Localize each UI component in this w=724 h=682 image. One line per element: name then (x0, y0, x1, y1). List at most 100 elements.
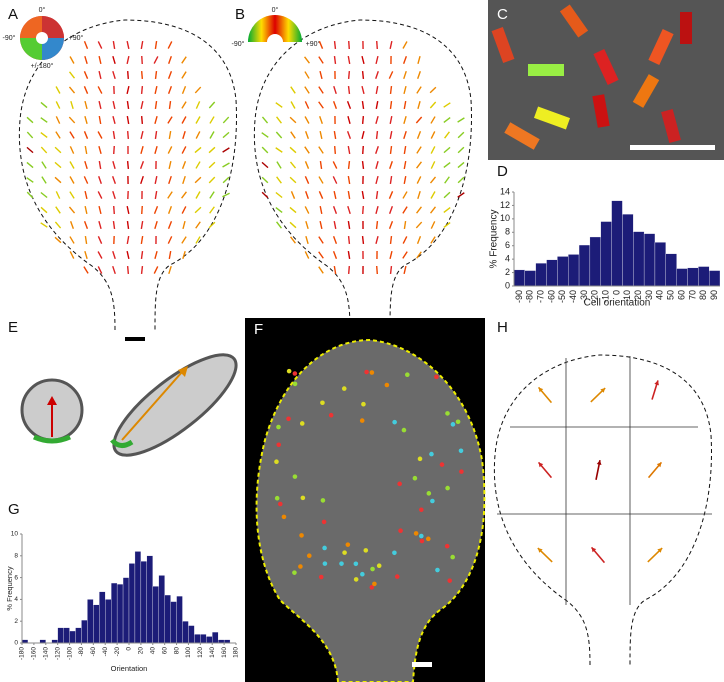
bar (63, 627, 70, 644)
cell-marker (394, 574, 400, 579)
x-tick-label: -30 (579, 290, 589, 303)
orientation-line (415, 116, 423, 124)
bar (176, 595, 183, 644)
cell-marker (426, 491, 432, 496)
orientation-arrow (194, 176, 202, 184)
orientation-arrow (168, 160, 172, 170)
bar (524, 270, 536, 287)
cell-marker (401, 427, 407, 433)
orientation-arrow (208, 161, 216, 169)
orientation-arrow (154, 115, 158, 125)
cell-marker (398, 528, 403, 534)
orientation-line (333, 145, 337, 155)
orientation-arrow (167, 146, 173, 154)
orientation-line (430, 236, 436, 244)
y-axis-label: % Frequency (489, 210, 500, 269)
orientation-arrow (112, 130, 116, 140)
orientation-arrow (126, 40, 130, 50)
bar (212, 631, 219, 644)
orientation-line (276, 221, 282, 229)
orientation-arrow (168, 100, 172, 110)
orientation-arrow (140, 115, 144, 125)
panel-label: C (497, 6, 508, 23)
orientation-line (375, 130, 379, 140)
y-tick-label: 6 (14, 574, 18, 581)
orientation-arrow (181, 161, 187, 169)
orientation-arrow (209, 206, 215, 214)
x-tick-label: 30 (644, 290, 654, 300)
orientation-line (304, 116, 310, 124)
orientation-line (361, 55, 365, 65)
orientation-line (389, 85, 393, 95)
cell-marker (384, 382, 390, 388)
orientation-arrow (140, 235, 144, 245)
orientation-line (319, 220, 323, 230)
bar (698, 266, 710, 287)
panel-label: B (235, 6, 245, 23)
cell-marker (292, 381, 298, 387)
cell-marker (376, 563, 382, 569)
orientation-arrow (154, 130, 158, 140)
x-tick-label: -120 (54, 647, 61, 660)
orientation-arrow (181, 146, 187, 154)
leaf-image (255, 338, 486, 682)
orientation-line (333, 85, 337, 95)
x-tick-label: -100 (66, 647, 73, 660)
orientation-line (347, 265, 351, 275)
orientation-line (416, 86, 422, 94)
cell-marker (392, 419, 397, 425)
orientation-line (361, 100, 365, 110)
orientation-line (430, 146, 436, 154)
cell-marker (328, 412, 334, 418)
cell-marker (353, 577, 359, 582)
orientation-arrow (140, 250, 144, 260)
orientation-line (304, 101, 310, 109)
orientation-arrow (126, 130, 130, 140)
orientation-arrow (84, 160, 88, 170)
bar (194, 634, 201, 644)
orientation-line (417, 55, 421, 65)
cell-marker (361, 401, 366, 407)
orientation-line (261, 146, 269, 154)
orientation-line (318, 56, 324, 64)
x-tick-label: 80 (173, 647, 180, 655)
cell-marker (363, 548, 369, 553)
orientation-arrow (182, 250, 186, 260)
y-tick-label: 0 (14, 640, 18, 647)
bar (687, 267, 699, 287)
orientation-line (375, 70, 379, 80)
orientation-arrow (69, 221, 75, 229)
orientation-arrow (141, 55, 143, 65)
orientation-line (289, 206, 297, 214)
cell-marker (397, 481, 402, 487)
orientation-line (443, 102, 451, 108)
cell-marker (306, 553, 312, 559)
orientation-arrow (98, 220, 102, 230)
x-tick-label: -20 (114, 647, 121, 657)
cell-marker (321, 519, 327, 525)
orientation-arrow (97, 131, 103, 139)
orientation-arrow (208, 146, 216, 154)
orientation-line (375, 115, 379, 125)
x-tick-label: -40 (102, 647, 109, 657)
orientation-arrow (111, 175, 117, 185)
orientation-line (388, 206, 394, 214)
orientation-arrow (41, 176, 47, 184)
orientation-arrow (26, 146, 34, 154)
orientation-arrow (69, 146, 75, 154)
orientation-line (318, 146, 324, 154)
orientation-line (289, 146, 297, 154)
y-tick-label: 2 (14, 618, 18, 625)
orientation-arrow (140, 85, 144, 95)
orientation-arrow (182, 220, 186, 230)
orientation-arrow (194, 86, 202, 94)
x-tick-label: -180 (19, 647, 26, 660)
y-axis-label: % Frequency (5, 566, 14, 610)
orientation-arrow (54, 176, 62, 184)
orientation-line (319, 130, 323, 140)
cell-marker (419, 507, 424, 513)
orientation-arrow (69, 251, 75, 259)
orientation-arrow (140, 145, 144, 155)
bar (546, 259, 558, 287)
cell-marker (364, 369, 369, 375)
